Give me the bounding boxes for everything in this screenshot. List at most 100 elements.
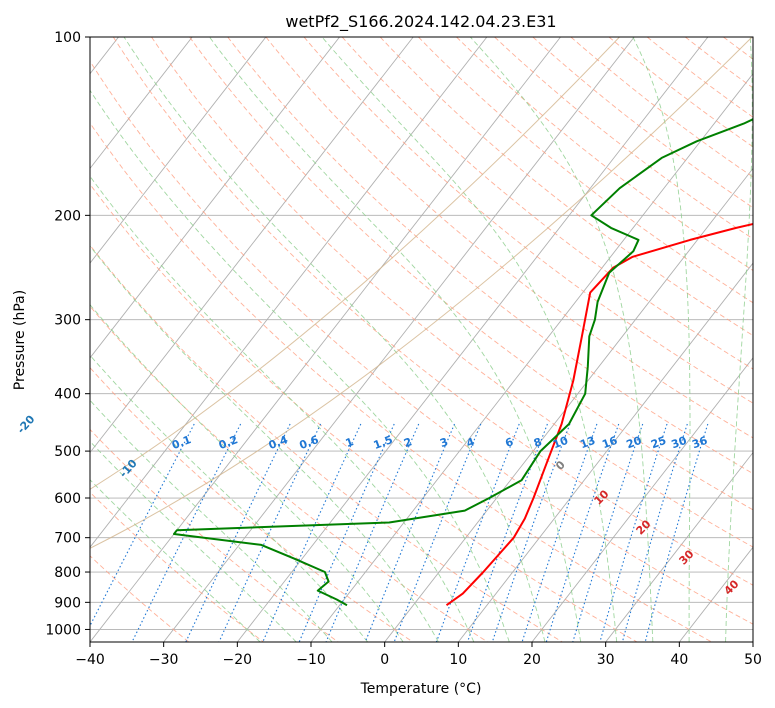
dry-adiabat-line: [90, 244, 563, 642]
isotherm-line: [90, 37, 267, 264]
data-series: [173, 118, 753, 607]
dry-adiabat-line: [570, 37, 753, 178]
isotherm-line: [90, 37, 561, 642]
mixing-ratio-line: [90, 423, 195, 627]
plot-area: [90, 37, 775, 642]
x-tick-label: 50: [744, 652, 762, 668]
y-tick-label: 700: [54, 531, 81, 547]
moist-adiabat-line: [90, 175, 475, 642]
mixing-ratio-label: 0.2: [217, 433, 240, 452]
moist-adiabat-line: [123, 37, 546, 642]
mixing-ratio-label: 0.1: [170, 433, 193, 452]
isotherm-line: [90, 37, 488, 549]
mixing-ratio-label: 3: [438, 435, 450, 450]
mixing-ratio-label: 36: [690, 434, 709, 452]
dry-adiabat-line: [341, 37, 753, 370]
dry-adiabat-line: [494, 37, 753, 240]
isotherm-line: [531, 357, 753, 642]
moist-adiabat-line: [90, 303, 404, 642]
y-tick-label: 100: [54, 30, 81, 46]
x-tick-label: 40: [670, 652, 688, 668]
dry-adiabat-line: [265, 37, 753, 439]
isotherm-line: [90, 37, 414, 454]
dry-adiabat-line: [90, 428, 339, 642]
dry-adiabat-line: [90, 60, 753, 625]
mixing-ratio-line: [131, 423, 242, 642]
isotherm-line: [236, 37, 709, 642]
chart-title: wetPf2_S166.2024.142.04.23.E31: [285, 12, 556, 32]
y-tick-label: 800: [54, 565, 81, 581]
isotherm-line: [90, 37, 193, 170]
dewpoint-line: [173, 118, 753, 607]
dry-adiabat-line: [418, 37, 753, 304]
plot-background: [90, 37, 753, 642]
y-tick-label: 400: [54, 387, 81, 403]
reference-curve: [90, 37, 620, 490]
moist-adiabat-line: [90, 245, 439, 642]
moist-adiabat-line: [469, 37, 654, 642]
mixing-ratio-line: [435, 423, 520, 642]
mixing-ratio-line: [644, 423, 709, 642]
mixing-ratio-line: [521, 423, 598, 642]
isotherm-line: [605, 451, 753, 642]
dry-adiabat-line: [112, 37, 753, 586]
gridlines: [90, 37, 753, 642]
dry-adiabat-line: [189, 37, 753, 511]
y-tick-label: 300: [54, 313, 81, 329]
dry-adiabat-line: [90, 122, 712, 642]
moist-adiabat-line: [90, 479, 261, 642]
isotherm-line: [384, 167, 753, 642]
mixing-ratio-line: [218, 423, 322, 642]
isotherm-line: [90, 37, 340, 359]
moist-adiabat-line: [90, 440, 297, 642]
moist-adiabat-line: [90, 89, 510, 642]
mixing-ratio-label: 30: [670, 434, 689, 452]
mixing-ratio-label: 25: [649, 434, 668, 451]
mixing-ratio-label: 1.5: [372, 433, 395, 452]
x-tick-label: −10: [296, 652, 326, 668]
x-axis-label: Temperature (°C): [360, 681, 482, 697]
mixing-ratio-label: 20: [625, 434, 644, 452]
y-tick-label: 200: [54, 208, 81, 224]
isotherm-line: [163, 37, 635, 642]
axis-ticks: −40 −30 −20 −10 0 10 20 30 40 5010020030040050060…: [45, 30, 762, 668]
mixing-ratio-label: 8: [532, 435, 544, 450]
dry-adiabat-line: [90, 491, 264, 642]
reference-curve: [90, 37, 753, 549]
y-tick-label: 1000: [45, 622, 81, 638]
moist-adiabat-line: [725, 37, 753, 642]
mixing-ratio-line: [466, 423, 548, 642]
dry-adiabat-line: [151, 37, 753, 548]
y-tick-label: 500: [54, 444, 81, 460]
x-tick-label: 20: [523, 652, 541, 668]
mixing-ratio-label: 0.6: [298, 433, 321, 452]
mixing-ratio-line: [364, 423, 456, 642]
x-tick-label: −20: [223, 652, 253, 668]
mixing-ratio-label: 1: [344, 435, 356, 450]
plot-frame: [89, 36, 754, 643]
dry-adiabat-line: [762, 37, 775, 642]
mixing-ratio-line: [491, 423, 571, 642]
dry-adiabat-line: [90, 305, 488, 642]
x-tick-label: 0: [380, 652, 389, 668]
dry-adiabat-line: [379, 37, 753, 337]
y-tick-label: 900: [54, 595, 81, 611]
background-curves: [90, 37, 775, 642]
mixing-ratio-label: 13: [578, 434, 597, 451]
mixing-ratio-label: 0.4: [267, 433, 290, 452]
moist-adiabat-line: [209, 37, 582, 642]
x-tick-label: −40: [75, 652, 105, 668]
x-tick-label: 30: [597, 652, 615, 668]
dry-adiabat-line: [227, 37, 753, 475]
dry-adiabat-label: -20: [15, 413, 38, 437]
mixing-ratio-label: 16: [600, 434, 619, 452]
x-tick-label: −30: [149, 652, 179, 668]
mixing-ratio-label: 4: [465, 435, 477, 450]
mixing-ratio-label: 2: [402, 435, 414, 450]
moist-adiabat-line: [632, 37, 691, 642]
isotherm-line: [457, 262, 753, 642]
mixing-ratio-line: [185, 423, 291, 642]
y-axis-label: Pressure (hPa): [12, 290, 28, 390]
dry-adiabat-line: [90, 183, 638, 642]
